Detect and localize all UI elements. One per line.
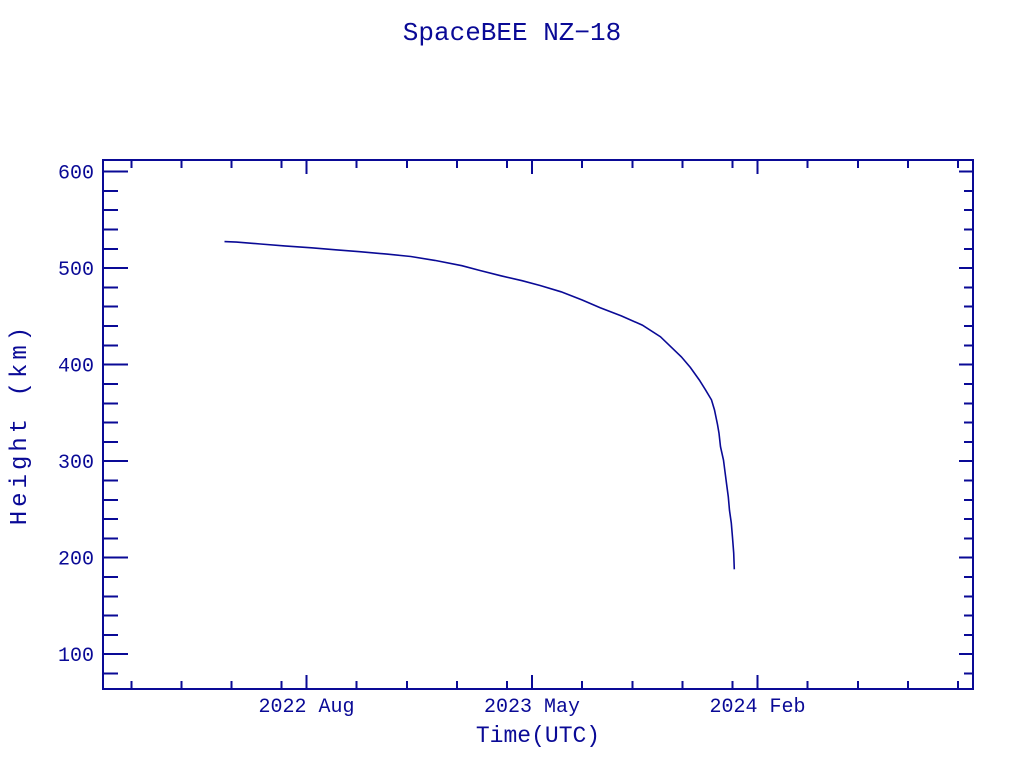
axis-ticks (104, 161, 972, 688)
plot-axes (102, 159, 974, 690)
x-tick-label: 2024 Feb (709, 696, 805, 719)
height-series-line (224, 240, 736, 570)
y-tick-label: 600 (58, 163, 94, 186)
y-tick-label: 100 (58, 645, 94, 668)
chart-title: SpaceBEE NZ−18 (403, 18, 621, 48)
y-tick-label: 200 (58, 549, 94, 572)
x-tick-label: 2023 May (484, 696, 580, 719)
plot-border (102, 159, 974, 690)
y-tick-label: 400 (58, 356, 94, 379)
tick-labels: 2022 Aug 2023 May 2024 Feb 100 200 300 400 500 6… (58, 163, 805, 719)
y-tick-label: 500 (58, 259, 94, 282)
decay-curve (224, 240, 736, 570)
y-axis-label: Height (km) (7, 323, 34, 525)
x-tick-label: 2022 Aug (259, 696, 355, 719)
x-axis-label: Time(UTC) (476, 723, 600, 749)
y-tick-label: 300 (58, 452, 94, 475)
